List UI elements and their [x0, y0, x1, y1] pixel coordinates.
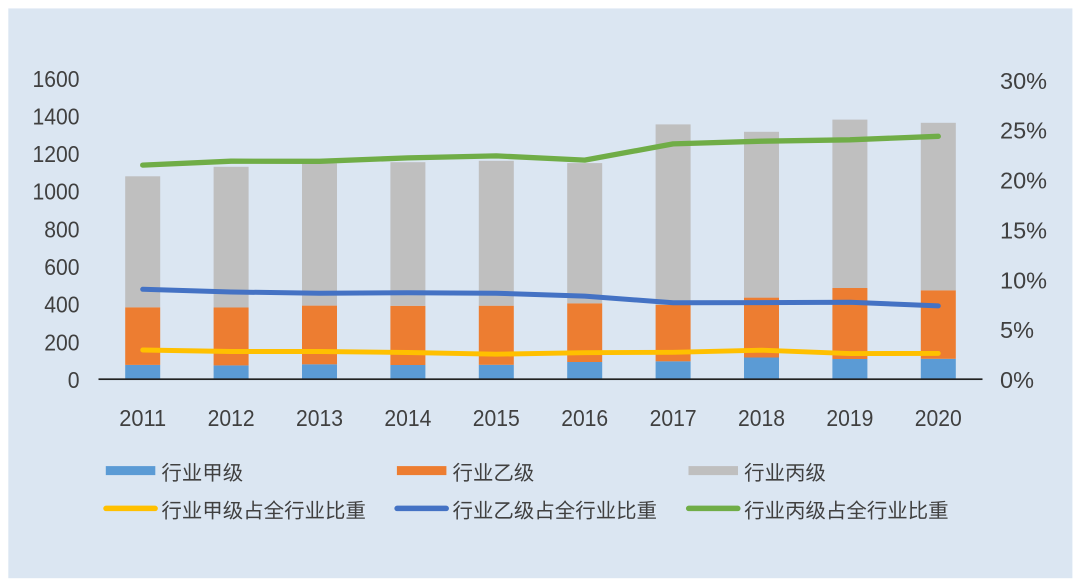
svg-text:2016: 2016 [561, 405, 608, 431]
svg-text:30%: 30% [1000, 68, 1047, 94]
svg-text:2011: 2011 [119, 405, 166, 431]
svg-text:400: 400 [44, 292, 79, 318]
svg-text:800: 800 [44, 216, 79, 242]
svg-text:1600: 1600 [33, 66, 80, 92]
svg-text:15%: 15% [1000, 217, 1047, 243]
svg-text:600: 600 [44, 254, 79, 280]
svg-text:1400: 1400 [33, 103, 80, 129]
svg-text:20%: 20% [1000, 168, 1047, 194]
svg-text:0%: 0% [1000, 367, 1034, 393]
svg-text:2019: 2019 [826, 405, 873, 431]
svg-text:0: 0 [68, 367, 80, 393]
svg-text:2020: 2020 [915, 405, 962, 431]
svg-text:2013: 2013 [296, 405, 343, 431]
svg-text:10%: 10% [1000, 267, 1047, 293]
svg-text:2012: 2012 [208, 405, 255, 431]
svg-text:2018: 2018 [738, 405, 785, 431]
svg-text:1000: 1000 [33, 179, 80, 205]
svg-text:2015: 2015 [473, 405, 520, 431]
svg-text:200: 200 [44, 329, 79, 355]
svg-text:5%: 5% [1000, 317, 1034, 343]
svg-text:25%: 25% [1000, 118, 1047, 144]
svg-text:1200: 1200 [33, 141, 80, 167]
svg-text:2014: 2014 [384, 405, 431, 431]
svg-text:2017: 2017 [650, 405, 697, 431]
